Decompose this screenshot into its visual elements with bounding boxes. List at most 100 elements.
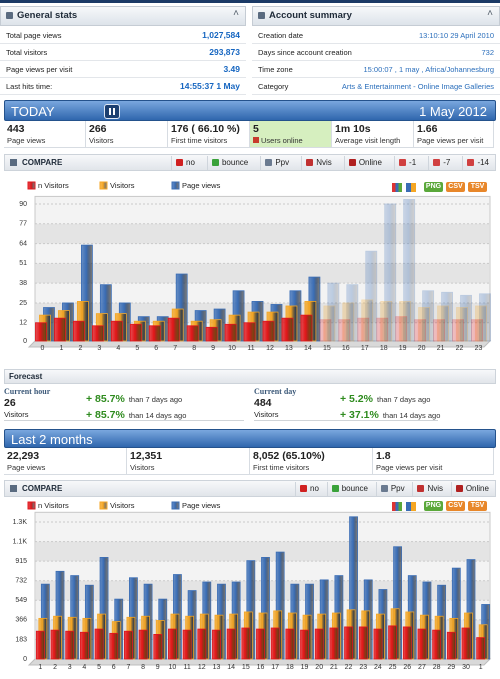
export-button[interactable]: CSV: [446, 501, 465, 511]
x-tick-label: 14: [304, 345, 312, 352]
row-value: 732: [481, 48, 494, 57]
compare-button[interactable]: -7: [428, 155, 454, 170]
x-tick-label: 21: [330, 664, 338, 671]
chart-type-icon[interactable]: [392, 502, 402, 511]
collapse-button[interactable]: ˄: [233, 8, 239, 19]
compare-button[interactable]: Online: [450, 481, 493, 496]
stat-label: Visitors: [130, 463, 155, 472]
bar: [314, 628, 324, 660]
collapse-button[interactable]: ˄: [487, 8, 493, 19]
bar: [300, 314, 313, 342]
x-tick-label: 23: [475, 345, 483, 352]
export-button[interactable]: PNG: [424, 501, 443, 511]
bar: [338, 319, 351, 342]
row-value: 293,873: [209, 47, 240, 57]
x-tick-label: 29: [447, 664, 455, 671]
stat-value: 5: [253, 123, 259, 135]
stat-row: Total visitors 293,873: [0, 44, 246, 61]
stat-cell: 266 Visitors: [86, 121, 168, 148]
button-icon: [380, 485, 388, 492]
legend-label: n Visitors: [38, 181, 69, 190]
stat-cell: 176 ( 66.10 %) First time visitors: [168, 121, 250, 148]
pause-button[interactable]: [104, 104, 120, 119]
stat-cell: 22,293 Page views: [4, 448, 127, 475]
x-tick-label: 14: [227, 664, 235, 671]
compare-button[interactable]: no: [295, 481, 323, 496]
row-label: Total page views: [6, 31, 62, 40]
x-tick-label: 16: [257, 664, 265, 671]
y-tick-label: 183: [15, 636, 27, 643]
bar: [432, 629, 442, 660]
x-tick-label: 8: [141, 664, 145, 671]
x-tick-label: 17: [271, 664, 279, 671]
x-tick-label: 18: [380, 345, 388, 352]
x-tick-label: 11: [183, 664, 190, 671]
export-button[interactable]: TSV: [468, 182, 487, 192]
y-tick-label: 77: [19, 221, 27, 228]
stat-value: 22,293: [7, 450, 40, 462]
change-text: than 14 days ago: [382, 411, 441, 420]
forecast-change: + 37.1% than 14 days ago: [340, 405, 440, 423]
row-value: 1,027,584: [202, 30, 240, 40]
compare-button[interactable]: Ppv: [260, 155, 293, 170]
section-date: 1 May 2012: [419, 103, 487, 119]
compare-button[interactable]: bounce: [206, 155, 252, 170]
bar: [357, 317, 370, 342]
compare-button[interactable]: Online: [343, 155, 386, 170]
button-label: Nvis: [316, 158, 332, 167]
x-tick-label: 10: [228, 345, 236, 352]
export-button[interactable]: PNG: [424, 182, 443, 192]
chart-type-icon[interactable]: [406, 502, 416, 511]
button-label: bounce: [341, 484, 368, 493]
x-tick-label: 20: [315, 664, 323, 671]
compare-title: COMPARE: [22, 484, 63, 493]
compare-button[interactable]: -14: [462, 155, 493, 170]
bar: [358, 626, 368, 660]
compare-button[interactable]: Ppv: [375, 481, 409, 496]
compare-button[interactable]: bounce: [326, 481, 372, 496]
chart-type-icon[interactable]: [406, 183, 416, 192]
stat-row: Creation date 13:10:10 29 April 2010: [252, 27, 500, 44]
x-tick-label: 7: [173, 345, 177, 352]
bar: [224, 323, 237, 342]
stat-value: 1m 10s: [335, 123, 371, 135]
y-tick-label: 38: [19, 280, 27, 287]
bar: [50, 629, 60, 660]
x-tick-label: 25: [389, 664, 397, 671]
row-value: 14:55:37 1 May: [179, 81, 240, 91]
x-tick-label: 8: [192, 345, 196, 352]
compare-buttons: no bounce Ppv Nvis Online: [295, 481, 493, 496]
x-tick-label: 19: [399, 345, 407, 352]
y-tick-label: 1.3K: [13, 519, 28, 526]
change-pct: + 37.1%: [340, 409, 379, 421]
bar: [388, 625, 397, 660]
export-button[interactable]: CSV: [446, 182, 465, 192]
stat-row: Total page views 1,027,584: [0, 27, 246, 44]
bar: [91, 325, 104, 342]
change-pct: + 85.7%: [86, 393, 125, 405]
bar: [94, 628, 104, 660]
button-label: Ppv: [390, 484, 405, 493]
button-label: -7: [443, 158, 451, 167]
x-tick-label: 24: [374, 664, 382, 671]
bar: [285, 628, 295, 660]
panel-icon: [6, 12, 13, 19]
export-button[interactable]: TSV: [468, 501, 487, 511]
grid-band: [36, 223, 489, 244]
legend-swatch: [27, 181, 36, 190]
button-label: -1: [409, 158, 417, 167]
stat-cell: 1.8 Page views per visit: [373, 448, 494, 475]
x-tick-label: 3: [97, 345, 101, 352]
bar: [256, 628, 265, 660]
stat-cell: 8,052 (65.10%) First time visitors: [250, 448, 373, 475]
compare-button[interactable]: no: [171, 155, 199, 170]
bar: [300, 629, 309, 660]
chart-type-icon[interactable]: [392, 183, 402, 192]
x-tick-label: 5: [97, 664, 101, 671]
compare-button[interactable]: Nvis: [301, 155, 336, 170]
x-tick-label: 2: [53, 664, 57, 671]
stat-label: Page views per visit: [417, 136, 484, 145]
compare-button[interactable]: -1: [394, 155, 420, 170]
compare-button[interactable]: Nvis: [412, 481, 447, 496]
button-label: -14: [477, 158, 489, 167]
